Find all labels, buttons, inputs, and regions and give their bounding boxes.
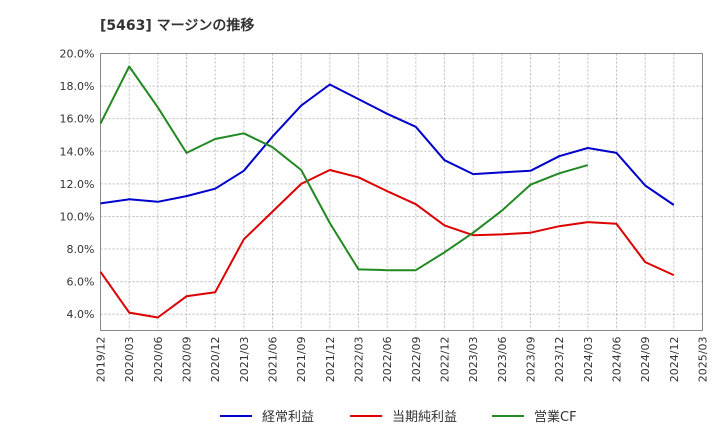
x-tick-label: 2020/06 <box>152 337 165 383</box>
x-tick-label: 2021/06 <box>267 337 280 383</box>
x-tick-label: 2024/03 <box>582 337 595 383</box>
series-line-0 <box>100 83 675 206</box>
x-tick-label: 2023/03 <box>467 336 480 382</box>
plot-frame <box>100 53 703 331</box>
x-tick-label: 2022/12 <box>439 337 452 383</box>
legend-label-0: 経常利益 <box>262 410 314 425</box>
x-tick-label: 2022/09 <box>410 337 423 383</box>
y-tick-label: 16.0% <box>60 113 95 126</box>
x-tick-label: 2024/06 <box>611 337 624 383</box>
y-tick-label: 10.0% <box>60 210 95 223</box>
x-tick-label: 2020/09 <box>181 337 194 383</box>
x-tick-label: 2022/06 <box>381 337 394 383</box>
y-axis-ticks: 4.0% 6.0% 8.0% 10.0% 12.0% 14.0% 16.0% 18.0% 20.… <box>60 48 95 322</box>
series-line-1 <box>99 169 675 319</box>
y-tick-label: 4.0% <box>67 308 95 321</box>
x-tick-label: 2025/03 <box>697 337 710 383</box>
grid-lines <box>100 53 703 331</box>
series-lines <box>99 65 675 319</box>
legend-label-2: 営業CF <box>534 409 577 425</box>
x-tick-label: 2023/09 <box>525 337 538 383</box>
x-tick-label: 2024/09 <box>639 337 652 383</box>
y-tick-label: 12.0% <box>60 178 95 191</box>
y-tick-label: 14.0% <box>60 145 95 158</box>
x-axis-ticks: 2019/12 2020/03 2020/06 2020/09 2020/12 2021/… <box>95 336 710 382</box>
x-tick-label: 2019/12 <box>95 337 108 383</box>
y-tick-label: 8.0% <box>67 243 95 256</box>
legend-label-1: 当期純利益 <box>392 410 457 425</box>
y-tick-label: 20.0% <box>60 48 95 61</box>
y-tick-label: 6.0% <box>67 276 95 289</box>
series-line-2 <box>99 65 589 272</box>
x-tick-label: 2024/12 <box>668 337 681 383</box>
chart-title: [5463] マージンの推移 <box>100 17 254 34</box>
x-tick-label: 2023/06 <box>496 337 509 383</box>
x-tick-label: 2023/12 <box>553 337 566 383</box>
x-tick-label: 2021/12 <box>324 337 337 383</box>
y-tick-label: 18.0% <box>60 80 95 93</box>
x-tick-label: 2021/09 <box>295 337 308 383</box>
x-tick-label: 2021/03 <box>238 337 251 383</box>
x-tick-label: 2020/12 <box>209 337 222 383</box>
x-tick-label: 2022/03 <box>353 337 366 383</box>
legend: 経常利益 当期純利益 営業CF <box>220 409 577 425</box>
x-tick-label: 2020/03 <box>123 337 136 383</box>
